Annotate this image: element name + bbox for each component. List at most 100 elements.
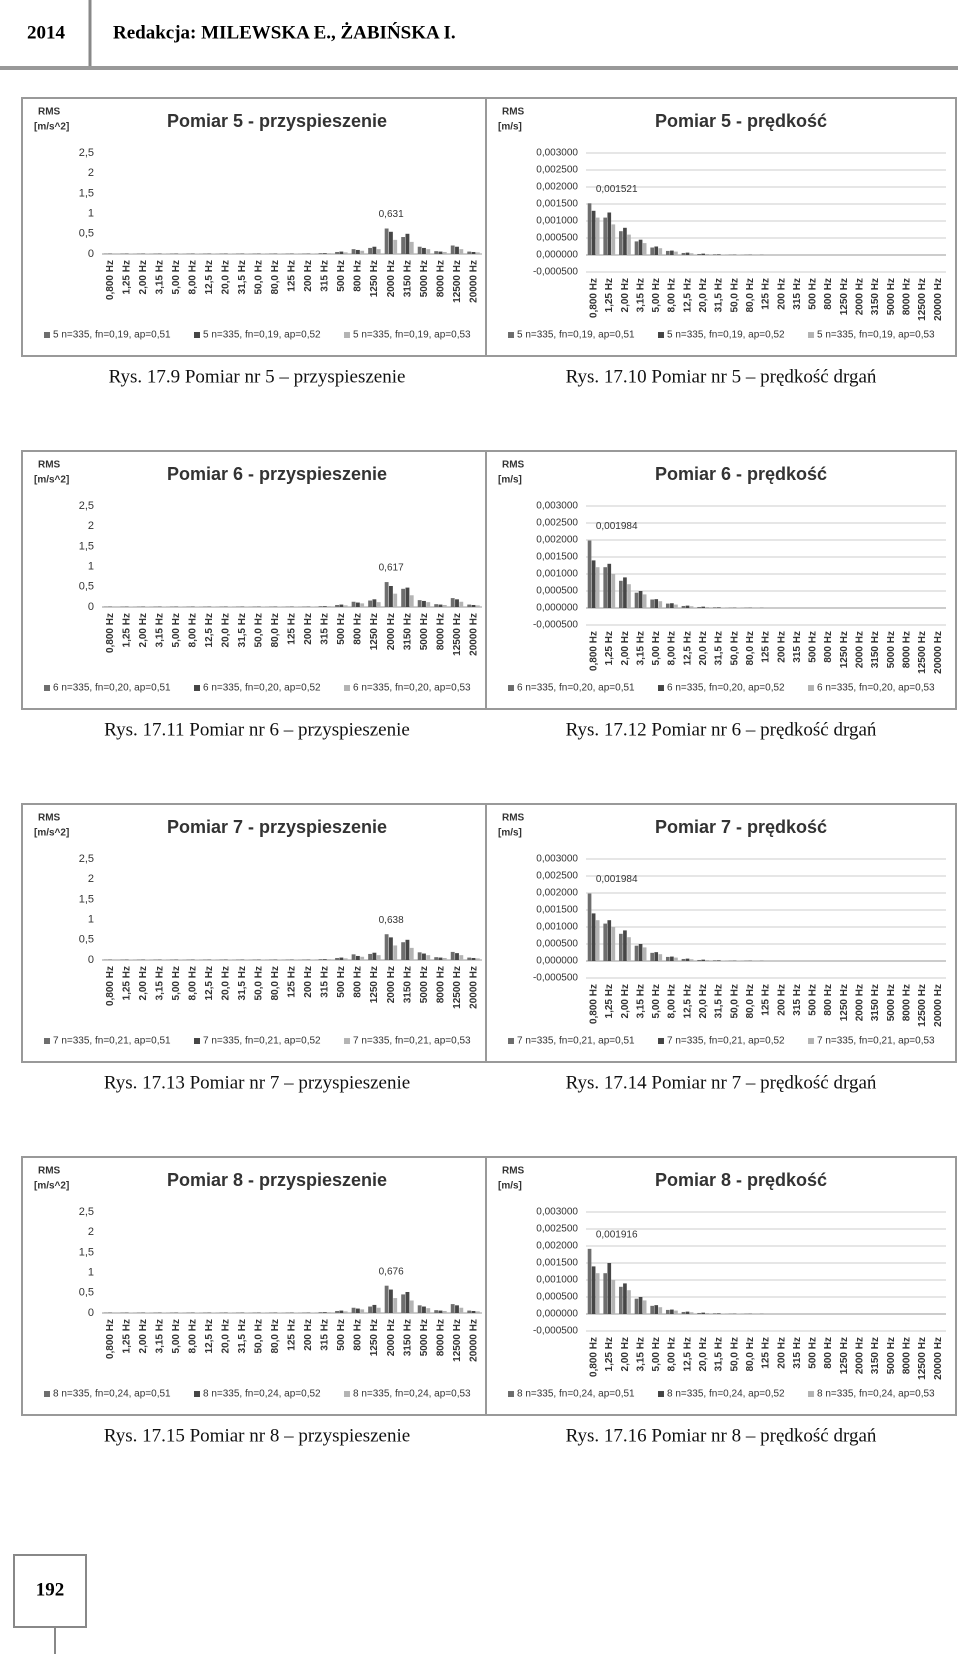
x-tick-label: 3150 Hz xyxy=(402,1319,413,1356)
x-tick-label: 20000 Hz xyxy=(468,1319,479,1362)
x-tick-label: 315 Hz xyxy=(320,613,331,645)
bar xyxy=(434,1310,439,1313)
chart-frame xyxy=(21,1156,493,1416)
x-tick-label: 3150 Hz xyxy=(870,1337,881,1374)
y-tick-label: 2 xyxy=(88,1226,94,1238)
y-tick-label: -0,000500 xyxy=(533,267,578,278)
y-tick-label: 0,002500 xyxy=(536,1224,578,1235)
chart-title: Pomiar 6 - prędkość xyxy=(655,464,827,484)
bar xyxy=(434,251,439,254)
x-tick-label: 2,00 Hz xyxy=(138,260,149,294)
bar xyxy=(351,249,356,254)
bar xyxy=(665,1309,670,1314)
bar xyxy=(674,251,678,255)
x-tick-label: 200 Hz xyxy=(303,613,314,645)
x-tick-label: 125 Hz xyxy=(761,1337,772,1369)
bar xyxy=(712,1313,717,1314)
bar xyxy=(685,252,690,255)
bar xyxy=(627,584,631,608)
bar xyxy=(343,605,348,607)
bar xyxy=(697,253,701,255)
x-tick-label: 8000 Hz xyxy=(902,1337,913,1374)
chart-frame xyxy=(485,803,957,1063)
y-tick-label: 0,001000 xyxy=(536,922,578,933)
y-tick-label: 0,002000 xyxy=(536,182,578,193)
bar xyxy=(388,231,393,254)
bar xyxy=(705,253,710,255)
y-tick-label: -0,000500 xyxy=(533,973,578,984)
x-tick-label: 1,25 Hz xyxy=(121,613,132,647)
y-tick-label: 1 xyxy=(88,914,94,926)
bar xyxy=(335,251,339,254)
x-tick-label: 800 Hz xyxy=(353,260,364,292)
x-tick-label: 0,800 Hz xyxy=(588,1337,599,1377)
bar xyxy=(619,933,623,961)
y-axis-label: RMS xyxy=(38,460,61,471)
bar xyxy=(670,1309,674,1314)
x-tick-label: 8,00 Hz xyxy=(188,613,199,647)
y-tick-label: 0,002500 xyxy=(536,871,578,882)
y-axis-label: RMS xyxy=(502,1166,525,1177)
y-tick-label: 0,003000 xyxy=(536,148,578,159)
bar xyxy=(459,955,464,960)
x-tick-label: 12,5 Hz xyxy=(204,260,215,294)
x-tick-label: 12,5 Hz xyxy=(682,278,693,312)
x-tick-label: 20,0 Hz xyxy=(698,1337,709,1371)
bar xyxy=(607,1263,612,1314)
x-tick-label: 12,5 Hz xyxy=(204,966,215,1000)
x-tick-label: 1250 Hz xyxy=(839,984,850,1021)
y-axis-unit: [m/s] xyxy=(498,122,522,133)
bar xyxy=(471,957,476,960)
bar xyxy=(697,606,701,608)
x-tick-label: 800 Hz xyxy=(823,631,834,663)
legend-swatch xyxy=(344,332,350,338)
bar xyxy=(634,945,639,961)
legend-label: 5 n=335, fn=0,19, ap=0,53 xyxy=(817,330,935,341)
bar xyxy=(360,1309,365,1313)
bar xyxy=(327,253,332,254)
bar xyxy=(681,1311,686,1314)
bar xyxy=(475,605,480,607)
y-axis-unit: [m/s] xyxy=(498,828,522,839)
legend-label: 6 n=335, fn=0,20, ap=0,51 xyxy=(53,683,171,694)
x-tick-label: 1,25 Hz xyxy=(604,984,615,1018)
data-annotation: 0,001521 xyxy=(596,184,638,195)
legend-swatch xyxy=(44,1038,50,1044)
bar xyxy=(442,1310,447,1313)
y-tick-label: 0 xyxy=(88,248,94,260)
bar xyxy=(611,224,616,255)
data-annotation: 0,638 xyxy=(379,915,404,926)
x-tick-label: 5000 Hz xyxy=(419,1319,430,1356)
x-tick-label: 2000 Hz xyxy=(386,1319,397,1356)
chart-frame xyxy=(21,450,493,710)
bar xyxy=(642,594,647,608)
x-tick-label: 125 Hz xyxy=(761,984,772,1016)
x-tick-label: 1,25 Hz xyxy=(604,631,615,665)
bar xyxy=(681,605,686,608)
y-tick-label: -0,000500 xyxy=(533,1326,578,1337)
x-tick-label: 3150 Hz xyxy=(870,278,881,315)
y-tick-label: 0,001000 xyxy=(536,569,578,580)
bar xyxy=(717,607,721,608)
legend-swatch xyxy=(44,685,50,691)
bar xyxy=(384,934,389,960)
y-tick-label: 0,002000 xyxy=(536,535,578,546)
bar xyxy=(405,939,410,960)
bar xyxy=(611,927,616,961)
legend-swatch xyxy=(44,332,50,338)
bar xyxy=(591,913,596,961)
x-tick-label: 0,800 Hz xyxy=(105,1319,116,1359)
bar xyxy=(697,959,701,961)
y-axis-unit: [m/s^2] xyxy=(34,475,69,486)
bar xyxy=(611,574,616,608)
x-tick-label: 20,0 Hz xyxy=(221,260,232,294)
x-tick-label: 2000 Hz xyxy=(386,613,397,650)
bar xyxy=(409,595,414,607)
figure-caption: Rys. 17.14 Pomiar nr 7 – prędkość drgań xyxy=(566,1072,877,1093)
x-tick-label: 31,5 Hz xyxy=(714,278,725,312)
x-tick-label: 3150 Hz xyxy=(402,966,413,1003)
bar xyxy=(322,1312,327,1313)
bar xyxy=(587,893,592,961)
x-tick-label: 3150 Hz xyxy=(870,984,881,1021)
bar xyxy=(409,241,414,254)
